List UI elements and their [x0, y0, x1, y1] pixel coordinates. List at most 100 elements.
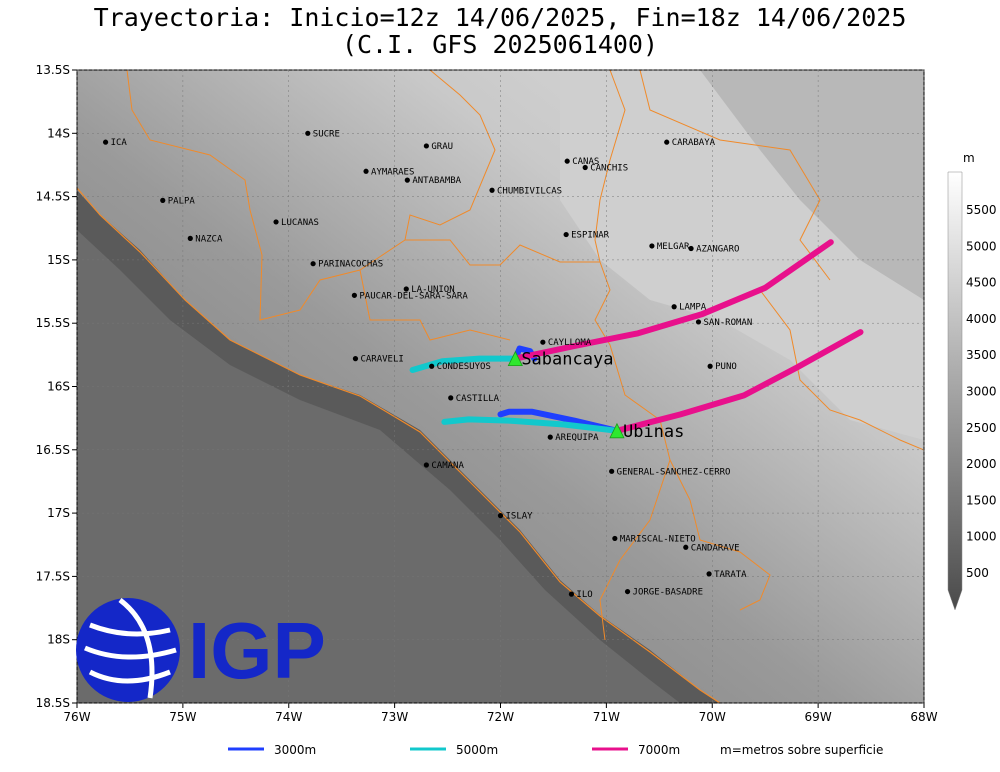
city-label: MARISCAL-NIETO [620, 534, 696, 544]
trajectories [409, 239, 864, 434]
y-tick-label: 18S [47, 633, 70, 647]
city-label: ESPINAR [571, 231, 610, 241]
x-tick-label: 68W [910, 710, 937, 724]
city-marker [489, 187, 495, 193]
city-marker [695, 319, 702, 325]
city-label: CANDARAVE [691, 543, 740, 553]
volcano-icon [507, 350, 523, 367]
x-tick-label: 75W [169, 710, 196, 724]
x-tick-label: 70W [699, 710, 726, 724]
colorbar-unit: m [963, 151, 975, 165]
city-label: PALPA [168, 196, 196, 206]
y-tick-label: 17S [47, 506, 70, 520]
city-label: SAN-ROMAN [703, 318, 752, 328]
colorbar-label: 1000 [966, 530, 997, 544]
city-marker [568, 591, 575, 597]
legend: m=metros sobre superficie 3000m 5000m 7000… [228, 743, 883, 757]
x-tick-label: 71W [593, 710, 620, 724]
city-marker [363, 168, 369, 174]
city-label: ILO [576, 590, 592, 600]
trajectory-ubinas-3000m [497, 408, 620, 434]
igp-logo: IGP [76, 598, 326, 702]
x-tick-label: 69W [805, 710, 832, 724]
city-marker [429, 363, 435, 369]
y-axis: 13.5S 14S 14.5S 15S 15.5S 16S 16.5S 17S 17.5S 18S… [36, 63, 924, 710]
city-marker [404, 177, 410, 183]
city-label: CASTILLA [456, 394, 500, 404]
y-tick-label: 15S [47, 253, 70, 267]
city-marker [352, 356, 359, 362]
city-marker [448, 395, 454, 401]
colorbar-label: 5500 [966, 203, 997, 217]
city-marker [423, 143, 429, 149]
x-tick-label: 72W [487, 710, 514, 724]
city-label: PAUCAR-DEL-SARA-SARA [359, 291, 468, 301]
city-label: TARATA [714, 570, 747, 580]
y-tick-label: 16.5S [36, 443, 70, 457]
city-marker [310, 261, 316, 267]
city-marker [688, 245, 694, 252]
city-marker [187, 235, 193, 241]
city-label: SUCRE [313, 129, 340, 139]
city-label: CAYLLOMA [548, 338, 592, 348]
city-marker [540, 339, 546, 345]
city-label: AREQUIPA [555, 433, 599, 443]
city-marker [649, 243, 655, 249]
city-label: CONDESUYOS [437, 362, 491, 372]
city-label: PARINACOCHAS [318, 260, 383, 270]
city-marker [564, 158, 570, 164]
city-marker [273, 219, 279, 225]
city-marker [102, 139, 109, 145]
city-marker [563, 231, 569, 238]
volcano-markers: Sabancaya Ubinas [507, 350, 684, 442]
x-tick-label: 74W [275, 710, 302, 724]
y-tick-label: 13.5S [36, 63, 70, 77]
y-tick-label: 16S [47, 380, 70, 394]
city-marker [305, 130, 311, 136]
colorbar-label: 1500 [966, 493, 997, 507]
y-tick-label: 15.5S [36, 316, 70, 330]
city-label: ICA [111, 138, 128, 148]
map-subtitle: (C.I. GFS 2025061400) [341, 30, 659, 59]
city-label: GRAU [431, 142, 453, 152]
y-tick-label: 18.5S [36, 696, 70, 710]
city-marker [160, 197, 166, 203]
city-label: LAMPA [679, 303, 707, 313]
city-marker [664, 139, 670, 145]
city-label: CANCHIS [590, 163, 628, 173]
legend-item-label: 5000m [456, 743, 498, 757]
colorbar-label: 2500 [966, 421, 997, 435]
x-tick-label: 73W [381, 710, 408, 724]
y-tick-label: 14S [47, 126, 70, 140]
colorbar-label: 2000 [966, 457, 997, 471]
city-label: GENERAL-SANCHEZ-CERRO [617, 467, 731, 477]
elevation-colorbar: m 5500 5000 4500 4000 3500 3000 2500 2000 1500 10… [947, 151, 997, 611]
city-marker [497, 513, 504, 519]
x-axis: 76W 75W 74W 73W 72W 71W 70W 69W 68W [63, 70, 938, 724]
city-marker [706, 571, 712, 577]
city-marker [423, 462, 429, 468]
city-label: MELGAR [657, 242, 690, 252]
city-label: AYMARAES [371, 167, 414, 177]
colorbar-label: 5000 [966, 239, 997, 253]
trajectory-ubinas-7000m [614, 329, 864, 434]
city-marker [351, 292, 357, 298]
city-label: LUCANAS [281, 218, 319, 228]
trajectory-sabancaya-5000m [409, 355, 519, 373]
city-label: CANAS [572, 157, 599, 167]
volcano-label: Ubinas [623, 422, 684, 442]
colorbar-label: 3000 [966, 385, 997, 399]
trajectory-sabancaya-7000m [512, 239, 834, 362]
colorbar-label: 4500 [966, 276, 997, 290]
city-label: PUNO [715, 362, 737, 372]
city-label: AZANGARO [696, 245, 739, 255]
legend-item-label: 3000m [274, 743, 316, 757]
city-label: NAZCA [195, 234, 223, 244]
city-label: CHUMBIVILCAS [497, 186, 562, 196]
city-label: CARABAYA [672, 138, 716, 148]
city-marker [547, 434, 553, 440]
legend-note: m=metros sobre superficie [720, 743, 883, 757]
volcano-label: Sabancaya [521, 350, 613, 370]
